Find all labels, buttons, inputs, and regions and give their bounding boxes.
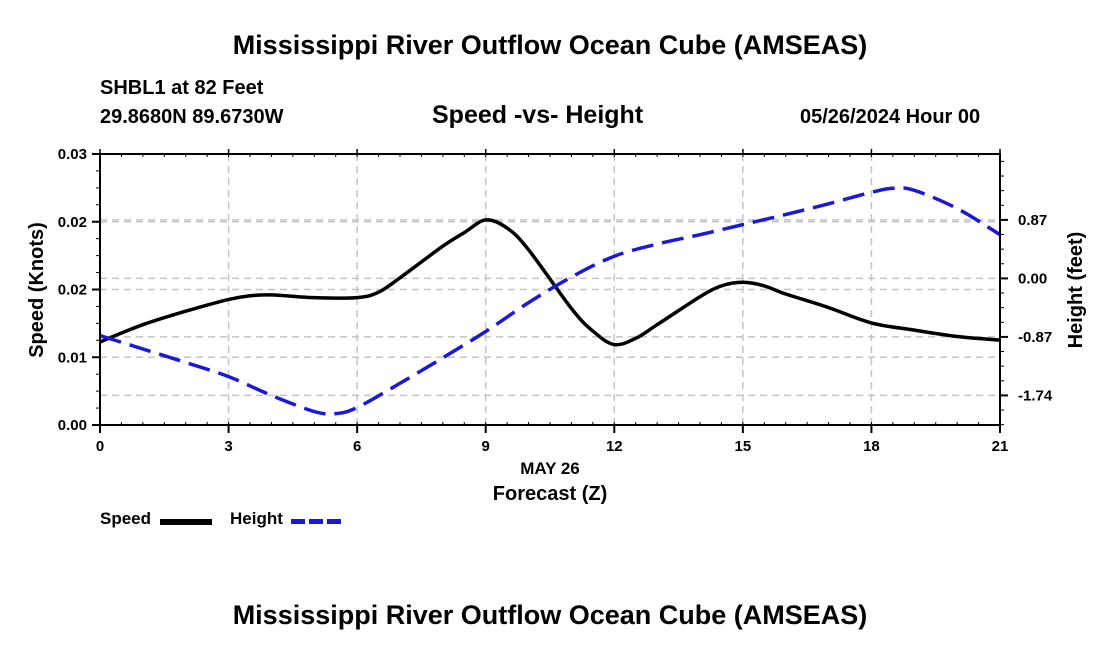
grid-lines — [100, 154, 1000, 425]
x-tick-label: 15 — [735, 438, 752, 455]
height-series-line — [99, 186, 1001, 416]
x-axis-sublabel: MAY 26 — [520, 459, 580, 478]
speed-series-line — [99, 218, 1001, 347]
series-lines — [99, 186, 1001, 416]
x-tick-label: 0 — [96, 438, 104, 455]
y-tick-label: 0.03 — [58, 146, 87, 163]
y2-tick-label: 0.00 — [1018, 270, 1047, 287]
x-tick-label: 6 — [353, 438, 361, 455]
legend-height-swatch — [291, 519, 343, 524]
x-tick-label: 18 — [863, 438, 880, 455]
y-tick-label: 0.02 — [58, 282, 87, 299]
y2-tick-label: 0.87 — [1018, 212, 1047, 229]
speed-height-chart: 0 3 6 9 12 15 18 21 0.000.010.020.020.03 -1.74-… — [26, 146, 1087, 505]
legend-speed-swatch — [160, 519, 212, 525]
right-axis-label: Height (feet) — [1065, 232, 1087, 349]
left-axis-ticks: 0.00 0.01 0.02 0.02 0.03 — [58, 146, 100, 434]
page-title-top: Mississippi River Outflow Ocean Cube (AM… — [232, 30, 868, 60]
x-tick-label: 12 — [606, 438, 623, 455]
y2-tick-label: -0.87 — [1018, 329, 1052, 346]
left-axis-label: Speed (Knots) — [26, 222, 48, 358]
x-axis-ticks: 0 3 6 9 12 15 18 21 — [96, 149, 1009, 455]
y2-tick-label: -1.74 — [1018, 387, 1053, 404]
chart-title: Speed -vs- Height — [432, 101, 644, 129]
legend-height-label: Height — [230, 509, 283, 528]
y-tick-label: 0.02 — [58, 214, 87, 231]
x-tick-label: 3 — [224, 438, 232, 455]
station-coordinates: 29.8680N 89.6730W — [100, 106, 284, 128]
right-axis-ticks: -1.74 -0.87 0.00 0.87 — [1000, 160, 1053, 426]
x-axis-label: Forecast (Z) — [493, 483, 607, 505]
legend-speed-label: Speed — [100, 509, 152, 528]
station-name: SHBL1 at 82 Feet — [100, 77, 264, 99]
x-tick-label: 21 — [992, 438, 1009, 455]
forecast-date: 05/26/2024 Hour 00 — [800, 106, 981, 128]
y-tick-label: 0.00 — [58, 417, 87, 434]
y-tick-label: 0.01 — [58, 349, 87, 366]
page-title-bottom: Mississippi River Outflow Ocean Cube (AM… — [232, 600, 868, 630]
x-tick-label: 9 — [482, 438, 490, 455]
